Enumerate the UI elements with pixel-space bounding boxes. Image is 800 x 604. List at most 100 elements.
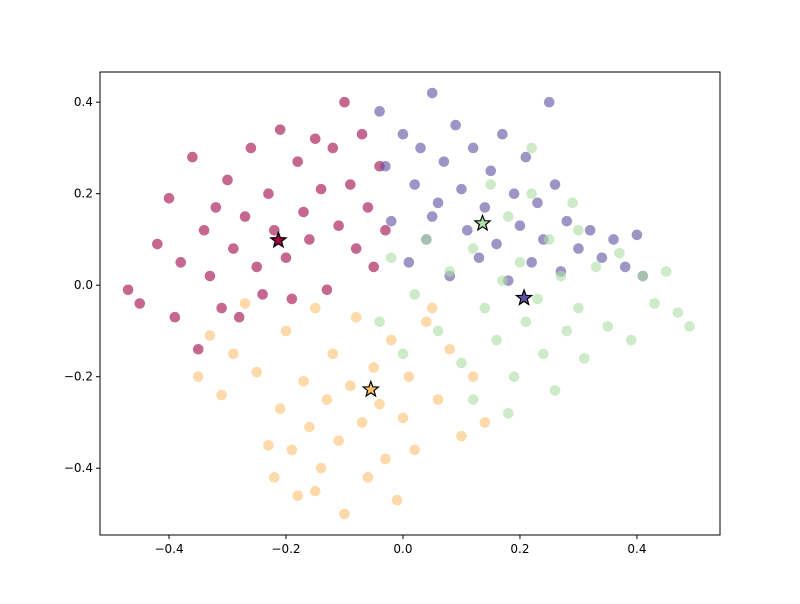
point [532,293,543,305]
point [345,179,356,190]
point [309,302,321,314]
point [409,289,420,300]
point [286,444,298,456]
point [192,343,204,355]
x-tick-label: 0.0 [393,542,412,556]
point [368,261,380,273]
point [122,284,134,296]
centroid-star [473,213,492,232]
point [263,188,274,199]
point [339,96,350,108]
point [426,302,438,314]
point [520,151,532,163]
point [204,270,216,282]
point [590,261,602,273]
point [385,215,397,227]
point [602,321,613,332]
centroid-star [269,230,288,249]
point [561,325,573,337]
point [321,284,333,296]
point [356,417,368,428]
point [573,302,584,314]
point [532,197,543,209]
point [426,211,438,222]
point [479,302,491,314]
point [380,160,391,172]
point [309,133,321,145]
point [456,430,467,442]
point [432,325,444,337]
point [274,403,286,415]
point [280,252,292,264]
point [672,307,684,318]
point [327,142,339,154]
point [239,211,251,222]
point [327,348,339,360]
point [385,334,397,346]
centroid-star [361,379,381,398]
point [502,408,514,419]
point [187,151,198,163]
point [549,179,561,190]
point [497,128,508,140]
y-tick-label: −0.4 [64,461,93,475]
point [339,508,350,520]
point [561,215,573,227]
point [444,266,456,277]
point [298,206,309,218]
point [163,192,175,204]
point [637,270,649,282]
point [257,289,268,300]
point [385,252,397,264]
point [292,490,303,501]
point [450,119,461,131]
point [134,298,146,309]
point [421,316,432,328]
point [368,362,380,373]
point [538,348,549,360]
point [304,421,315,433]
point [380,224,391,236]
point [356,128,368,140]
point [579,353,590,364]
point [309,485,321,497]
point [543,234,555,245]
point [374,106,385,117]
y-tick-label: 0.0 [74,278,93,292]
point [175,257,187,268]
point [169,311,181,323]
point [497,275,508,286]
x-tick-label: 0.4 [627,542,646,556]
point [228,348,239,360]
point [608,234,619,245]
point [573,243,584,254]
point [485,179,497,190]
point [216,302,227,314]
point [152,238,163,250]
point [438,156,450,167]
y-tick-label: 0.4 [74,95,93,109]
point [298,375,309,387]
point [684,321,695,332]
point [362,202,374,213]
y-tick-label: −0.2 [64,370,93,384]
point [228,243,239,254]
point [491,238,502,250]
point [631,229,643,241]
point [198,224,210,236]
point [508,188,520,199]
point [374,316,385,328]
point [362,472,374,483]
point [421,234,432,245]
point [210,202,222,213]
point [555,270,567,282]
point [526,257,537,268]
point [462,224,473,236]
point [502,211,514,222]
point [485,165,497,177]
point [345,380,356,392]
point [520,316,532,328]
point [274,124,286,135]
point [491,334,502,346]
point [432,394,444,405]
